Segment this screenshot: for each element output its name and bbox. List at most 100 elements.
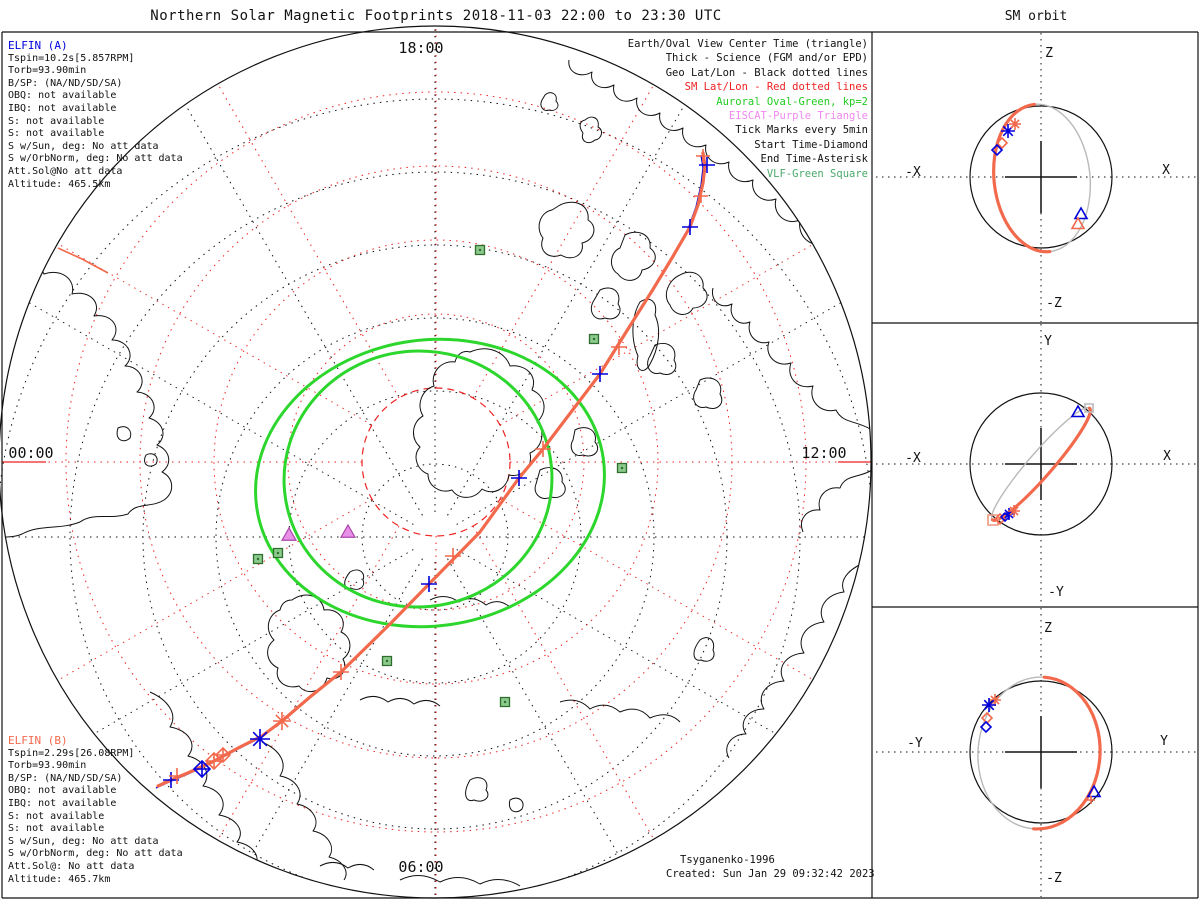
plus-marker: [445, 548, 461, 564]
mlt-hour-labels: 18:00 00:00 12:00 06:00: [8, 39, 846, 876]
page-title: Northern Solar Magnetic Footprints 2018-…: [150, 8, 722, 24]
status-line: OBQ: not available: [8, 785, 117, 797]
frame-lines: [1, 31, 1199, 899]
asterisk-marker: [989, 694, 1001, 706]
status-line: Torb=93.90min: [8, 65, 87, 77]
status-line: S w/OrbNorm, deg: No att data: [8, 153, 183, 165]
status-line: S: not available: [8, 823, 105, 835]
sm-orbit-panels: [876, 33, 1196, 897]
ground-site-markers: [252, 244, 628, 708]
elfin-footprint-track: [57, 151, 707, 789]
triangle-marker: [1086, 784, 1102, 798]
diamond-marker: [214, 746, 232, 764]
elfin-a-info-block: ELFIN (A) Tspin=10.2s[5.857RPM] Torb=93.9…: [8, 39, 183, 192]
mlt-hour-label: 00:00: [8, 444, 53, 462]
square-marker: [1084, 403, 1094, 413]
axis-label: Y: [1160, 734, 1168, 749]
panel-axis-labels: Z -Z -X X Y -Y -X X Z -Z -Y Y: [905, 46, 1171, 886]
asterisk-marker: [1009, 118, 1021, 130]
created-timestamp: Created: Sun Jan 29 09:32:42 2023: [666, 868, 875, 880]
square-marker: [987, 514, 999, 526]
axis-label: Z: [1044, 621, 1052, 636]
elfin-b-status-lines: Tspin=2.29s[26.08RPM] Torb=93.90min B/SP: …: [8, 748, 183, 887]
plus-marker: [694, 189, 708, 203]
triangle-marker: [1070, 404, 1086, 418]
sm-orbit-panel-xz: [876, 33, 1196, 322]
legend-item: EISCAT-Purple Triangle: [728, 110, 868, 123]
status-line: Altitude: 465.7km: [8, 873, 111, 885]
plus-marker: [696, 149, 710, 163]
sm-orbit-panel-xy: [876, 324, 1196, 606]
legend-item: Auroral Oval-Green, kp=2: [716, 95, 868, 108]
triangle-marker: [1070, 216, 1086, 230]
status-line: OBQ: not available: [8, 90, 117, 102]
plus-marker: [682, 219, 698, 235]
axis-label: Y: [1044, 334, 1052, 349]
sm-orbit-panel-yz: [876, 608, 1196, 897]
status-line: IBQ: not available: [8, 102, 117, 114]
status-line: Att.Sol@: No att data: [8, 860, 135, 872]
plus-marker: [169, 768, 185, 784]
elfin-a-header: ELFIN (A): [8, 39, 68, 52]
plus-marker: [611, 339, 627, 355]
axis-label: -Y: [907, 736, 923, 751]
triangle-marker: [1073, 206, 1089, 220]
status-line: B/SP: (NA/ND/SD/SA): [8, 77, 123, 89]
asterisk-marker: [1003, 508, 1015, 520]
elfin-a-status-lines: Tspin=10.2s[5.857RPM] Torb=93.90min B/SP: …: [8, 53, 183, 192]
plus-marker: [1087, 796, 1095, 804]
plus-marker: [333, 664, 349, 680]
legend-item: Earth/Oval View Center Time (triangle): [627, 38, 868, 50]
axis-label: -Z: [1046, 871, 1062, 886]
legend-item: SM Lat/Lon - Red dotted lines: [684, 81, 868, 94]
eiscat-site-marker: [339, 523, 357, 538]
mlt-hour-label: 12:00: [801, 444, 846, 462]
axis-label: -Z: [1046, 296, 1062, 311]
plus-marker: [592, 366, 608, 382]
diamond-marker: [993, 512, 1007, 526]
geo-lat-lon-grid: [0, 26, 871, 898]
status-line: IBQ: not available: [8, 797, 117, 809]
status-line: Altitude: 465.5km: [8, 178, 111, 190]
status-line: S: not available: [8, 810, 105, 822]
status-line: S: not available: [8, 128, 105, 140]
axis-label: -X: [905, 451, 921, 466]
elfin-b-info-block: ELFIN (B) Tspin=2.29s[26.08RPM] Torb=93.9…: [8, 734, 183, 887]
legend-item: Geo Lat/Lon - Black dotted lines: [665, 66, 868, 79]
status-line: Torb=93.90min: [8, 760, 87, 772]
status-line: Tspin=2.29s[26.08RPM]: [8, 747, 135, 759]
axis-label: -X: [905, 165, 921, 180]
status-line: Att.Sol@No att data: [8, 165, 123, 177]
track-tick-markers: [163, 149, 715, 788]
legend-item: Tick Marks every 5min: [735, 124, 868, 137]
plus-marker: [699, 157, 715, 173]
diamond-marker: [192, 759, 212, 779]
elfin-b-header: ELFIN (B): [8, 734, 68, 747]
status-line: S w/Sun, deg: No att data: [8, 835, 159, 847]
status-line: S w/OrbNorm, deg: No att data: [8, 848, 183, 860]
plus-marker: [511, 470, 527, 486]
legend-item: End Time-Asterisk: [760, 153, 868, 166]
status-line: Tspin=10.2s[5.857RPM]: [8, 52, 135, 64]
axis-label: X: [1162, 163, 1170, 178]
auroral-ovals: [254, 337, 606, 629]
status-line: B/SP: (NA/ND/SD/SA): [8, 772, 123, 784]
plus-marker: [535, 441, 551, 457]
legend-item: Thick - Science (FGM and/or EPD): [665, 52, 868, 65]
mlt-hour-label: 06:00: [398, 858, 443, 876]
asterisk-marker: [1008, 505, 1020, 517]
sm-orbit-title: SM orbit: [1004, 9, 1068, 24]
status-line: S w/Sun, deg: No att data: [8, 140, 159, 152]
axis-label: Z: [1045, 46, 1053, 61]
asterisk-marker: [1001, 124, 1015, 138]
diamond-marker: [979, 720, 993, 734]
credits: Tsyganenko-1996 Created: Sun Jan 29 09:3…: [666, 853, 875, 881]
legend-item: Start Time-Diamond: [754, 138, 868, 151]
asterisk-marker: [982, 698, 996, 712]
eiscat-site-marker: [280, 526, 298, 541]
asterisk-marker: [273, 712, 291, 730]
asterisk-marker: [250, 729, 270, 749]
model-name: Tsyganenko-1996: [680, 854, 775, 866]
diamond-marker: [995, 136, 1009, 150]
